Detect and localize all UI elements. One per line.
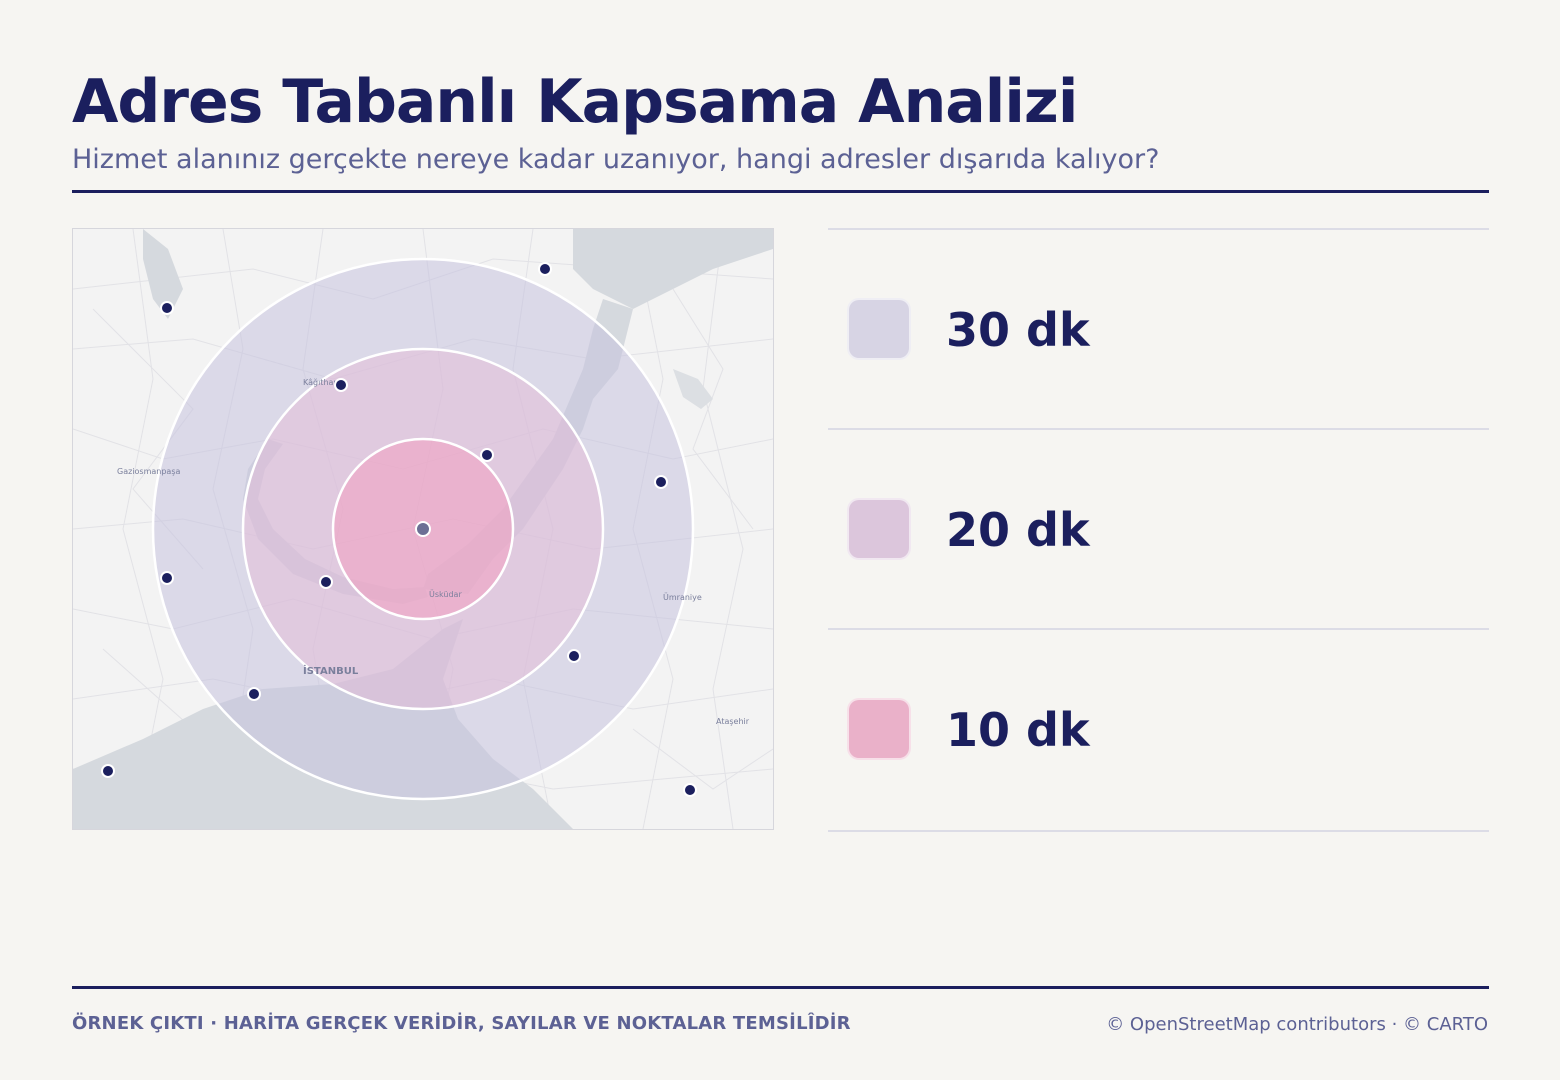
footer-disclaimer: ÖRNEK ÇIKTI · HARİTA GERÇEK VERİDİR, SAY… xyxy=(72,1013,851,1034)
footer-divider xyxy=(72,986,1489,989)
address-point[interactable] xyxy=(247,687,261,701)
legend-swatch xyxy=(847,498,911,560)
legend-label: 30 dk xyxy=(946,303,1090,357)
header-divider xyxy=(72,190,1489,193)
map-water-reservoir xyxy=(143,229,183,319)
legend-swatch xyxy=(847,298,911,360)
legend-swatch xyxy=(847,698,911,760)
coverage-legend: 30 dk 20 dk 10 dk xyxy=(828,228,1489,832)
address-point[interactable] xyxy=(654,475,668,489)
label-gaziosmanpasa: Gaziosmanpaşa xyxy=(117,467,181,476)
address-point[interactable] xyxy=(538,262,552,276)
legend-label: 10 dk xyxy=(946,703,1090,757)
label-uskudar: Üsküdar xyxy=(429,589,462,599)
address-point[interactable] xyxy=(480,448,494,462)
map-water-pond xyxy=(673,369,713,409)
label-kagithane: Kâğıthane xyxy=(303,378,343,387)
label-istanbul: İSTANBUL xyxy=(303,663,359,677)
map-canvas: Kâğıthane Gaziosmanpaşa İSTANBUL Üsküdar… xyxy=(73,229,773,829)
address-point[interactable] xyxy=(319,575,333,589)
service-center-marker[interactable] xyxy=(415,521,431,537)
address-point[interactable] xyxy=(567,649,581,663)
label-atasehir: Ataşehir xyxy=(716,717,750,726)
address-points xyxy=(101,262,697,797)
address-point[interactable] xyxy=(160,301,174,315)
address-point[interactable] xyxy=(160,571,174,585)
address-point[interactable] xyxy=(101,764,115,778)
footer-attribution[interactable]: © OpenStreetMap contributors · © CARTO xyxy=(1106,1014,1488,1035)
legend-item-10[interactable]: 10 dk xyxy=(828,628,1489,832)
legend-label: 20 dk xyxy=(946,503,1090,557)
legend-item-20[interactable]: 20 dk xyxy=(828,428,1489,630)
coverage-map[interactable]: Kâğıthane Gaziosmanpaşa İSTANBUL Üsküdar… xyxy=(72,228,774,830)
label-umraniye: Ümraniye xyxy=(663,592,702,602)
page-title: Adres Tabanlı Kapsama Analizi xyxy=(72,67,1078,137)
address-point[interactable] xyxy=(334,378,348,392)
legend-item-30[interactable]: 30 dk xyxy=(828,228,1489,430)
page-subtitle: Hizmet alanınız gerçekte nereye kadar uz… xyxy=(72,144,1160,175)
address-point[interactable] xyxy=(683,783,697,797)
map-water-north xyxy=(573,229,773,309)
